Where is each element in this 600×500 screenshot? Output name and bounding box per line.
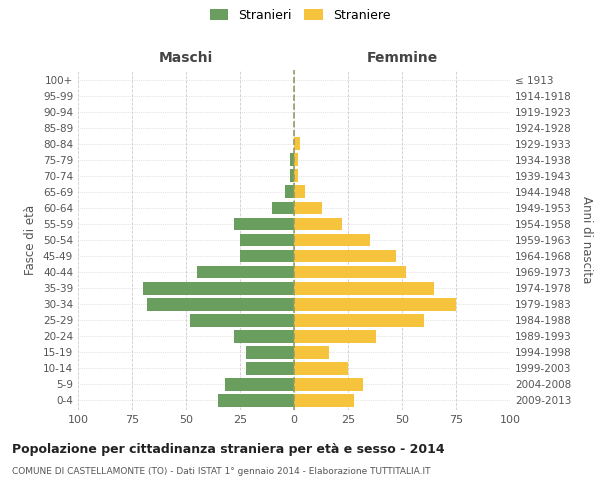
Text: COMUNE DI CASTELLAMONTE (TO) - Dati ISTAT 1° gennaio 2014 - Elaborazione TUTTITA: COMUNE DI CASTELLAMONTE (TO) - Dati ISTA… (12, 468, 431, 476)
Bar (294, 346, 329, 358)
Bar (240, 250, 294, 262)
Y-axis label: Anni di nascita: Anni di nascita (580, 196, 593, 284)
Bar (233, 330, 294, 342)
Bar (294, 250, 395, 262)
Y-axis label: Fasce di età: Fasce di età (25, 205, 37, 275)
Bar (294, 154, 298, 166)
Bar (294, 282, 434, 294)
Text: Maschi: Maschi (159, 51, 213, 65)
Bar (294, 378, 363, 391)
Bar (147, 298, 294, 310)
Bar (218, 394, 294, 407)
Bar (247, 362, 294, 374)
Bar (294, 138, 301, 150)
Bar (294, 314, 424, 326)
Text: Popolazione per cittadinanza straniera per età e sesso - 2014: Popolazione per cittadinanza straniera p… (12, 442, 445, 456)
Bar (294, 362, 348, 374)
Bar (240, 234, 294, 246)
Bar (197, 266, 294, 278)
Bar (294, 266, 406, 278)
Text: Femmine: Femmine (367, 51, 437, 65)
Bar (290, 170, 294, 182)
Bar (294, 170, 298, 182)
Bar (294, 234, 370, 246)
Bar (286, 186, 294, 198)
Bar (233, 218, 294, 230)
Bar (143, 282, 294, 294)
Bar (294, 330, 376, 342)
Bar (190, 314, 294, 326)
Bar (294, 218, 341, 230)
Bar (294, 186, 305, 198)
Legend: Stranieri, Straniere: Stranieri, Straniere (209, 8, 391, 22)
Bar (294, 202, 322, 214)
Bar (247, 346, 294, 358)
Bar (290, 154, 294, 166)
Bar (225, 378, 294, 391)
Bar (294, 394, 355, 407)
Bar (272, 202, 294, 214)
Bar (294, 298, 456, 310)
